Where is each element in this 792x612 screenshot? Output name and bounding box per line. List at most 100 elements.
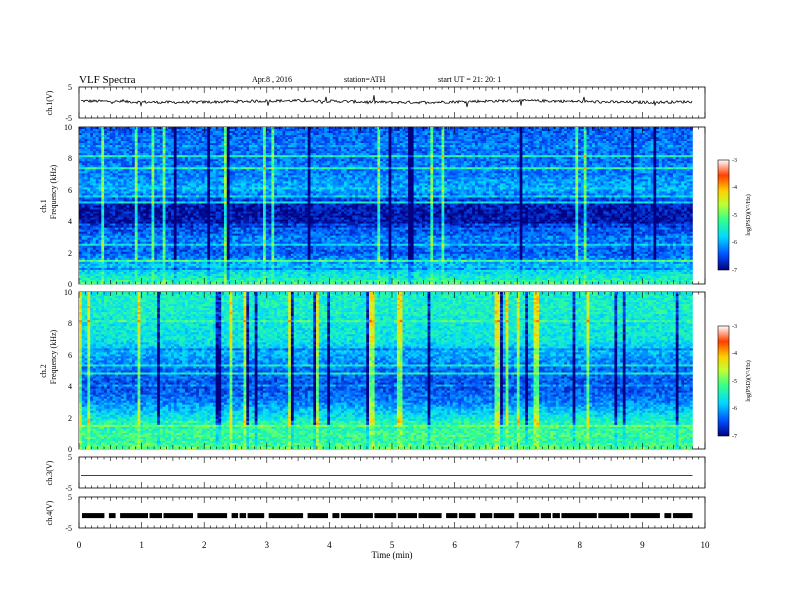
ch1-spectrogram-pixel [349,131,352,133]
ch1-spectrogram-pixel [453,129,456,131]
ch1-spectrogram-pixel [85,131,88,133]
ch1-spectrogram-pixel [561,137,564,139]
ch1-spectrogram-pixel [481,131,484,133]
ch1-spectrogram-pixel [520,137,523,139]
ch1-spectrogram-pixel [266,129,269,131]
ch1-spectrogram-pixel [687,129,690,131]
ch1-spectrogram-pixel [294,137,297,139]
ch1-spectrogram-pixel [185,135,188,137]
ch1-spectrogram-pixel [444,131,447,133]
ch1-spectrogram-pixel [475,133,478,135]
ch1-spectrogram-pixel [372,135,375,137]
ch1-spectrogram-pixel [684,129,687,131]
ch1-spectrogram-pixel [687,133,690,135]
ch1-spectrogram-pixel [163,131,166,133]
ch1-spectrogram-pixel [232,127,235,129]
ch1-spectrogram-pixel [472,131,475,133]
ch1-spectrogram-pixel [363,131,366,133]
ch1-spectrogram-pixel [79,137,82,139]
ch1-spectrogram-pixel [193,127,196,129]
ch1-spectrogram-pixel [416,131,419,133]
ch1-spectrogram-pixel [525,133,528,135]
ch1-spectrogram-pixel [149,127,152,129]
ch1-spectrogram-pixel [344,131,347,133]
ch1-spectrogram-pixel [157,137,160,139]
ch1-spectrogram-pixel [575,127,578,129]
ch1-spectrogram-pixel [85,135,88,137]
ch1-spectrogram-pixel [135,133,138,135]
ch1-spectrogram-pixel [503,135,506,137]
ch1-spectrogram-pixel [542,135,545,137]
ch1-spectrogram-pixel [324,137,327,139]
ch1-spectrogram-pixel [492,135,495,137]
ch1-spectrogram-pixel [93,137,96,139]
ch1-spectrogram-pixel [269,131,272,133]
ch1-spectrogram-pixel [313,131,316,133]
ch1-spectrogram-pixel [656,129,659,131]
ch1-spectrogram-pixel [297,137,300,139]
ch1-spectrogram-pixel [115,131,118,133]
ch1-spectrogram-pixel [232,135,235,137]
ch1-spectrogram-pixel [534,135,537,137]
ch1-spectrogram-pixel [182,133,185,135]
ch1-spectrogram-pixel [213,137,216,139]
ch1-spectrogram-pixel [96,129,99,131]
ch1-spectrogram-pixel [400,135,403,137]
ch1-spectrogram-pixel [469,127,472,129]
ch1-spectrogram-pixel [129,137,132,139]
ch1-spectrogram-pixel [564,133,567,135]
ch1-spectrogram-pixel [687,131,690,133]
ch1-spectrogram-pixel [177,137,180,139]
ch1-spectrogram-image [79,127,693,284]
ch1-spectrogram-pixel [160,131,163,133]
ch1-spectrogram-pixel [486,137,489,139]
ch1-spectrogram-pixel [506,131,509,133]
ch1-spectrogram-pixel [99,127,102,129]
ch1-spectrogram-pixel [349,127,352,129]
ch1-spectrogram-pixel [651,133,654,135]
ch1-spectrogram-pixel [121,127,124,129]
ch1-spectrogram-pixel [196,131,199,133]
ch1-spectrogram-pixel [352,133,355,135]
ch1-spectrogram-pixel [475,127,478,129]
ch1-spectrogram-pixel [642,127,645,129]
ch1-spectrogram-pixel [531,129,534,131]
ch1-spectrogram-pixel [525,137,528,139]
ch1-spectrogram-pixel [269,137,272,139]
ch1-spectrogram-pixel [402,131,405,133]
ch1-spectrogram-pixel [255,129,258,131]
ch1-spectrogram-pixel [414,129,417,131]
ch1-spectrogram-pixel [352,135,355,137]
ch1-spectrogram-pixel [377,137,380,139]
ch1-spectrogram-pixel [653,135,656,137]
ch1-spectrogram-pixel [238,135,241,137]
ch1-spectrogram-pixel [271,137,274,139]
ch1-spectrogram-pixel [620,127,623,129]
ch1-spectrogram-pixel [207,137,210,139]
ch1-spectrogram-pixel [96,137,99,139]
ch1-spectrogram-pixel [363,135,366,137]
ch1-spectrogram-pixel [609,129,612,131]
ch1-spectrogram-pixel [87,127,90,129]
ch1-spectrogram-pixel [539,133,542,135]
ch1-spectrogram-pixel [244,131,247,133]
ch1-spectrogram-pixel [606,129,609,131]
ch1-spectrogram-pixel [305,129,308,131]
ch1-spectrogram-pixel [140,133,143,135]
ch1-spectrogram-pixel [302,131,305,133]
ch1-spectrogram-pixel [436,129,439,131]
ch1-spectrogram-pixel [497,133,500,135]
ch1-spectrogram-pixel [230,129,233,131]
ch1-spectrogram-pixel [369,135,372,137]
ch1-spectrogram-pixel [358,137,361,139]
ch1-spectrogram-pixel [525,129,528,131]
ch1-spectrogram-pixel [400,133,403,135]
ch1-spectrogram-pixel [442,137,445,139]
ch1-spectrogram-pixel [269,129,272,131]
ch1-spectrogram-pixel [101,133,104,135]
ch1-spectrogram-pixel [634,127,637,129]
ch1-spectrogram-pixel [651,131,654,133]
ch1-spectrogram-pixel [486,135,489,137]
ch1-spectrogram-pixel [475,135,478,137]
ch1-spectrogram-pixel [684,127,687,129]
